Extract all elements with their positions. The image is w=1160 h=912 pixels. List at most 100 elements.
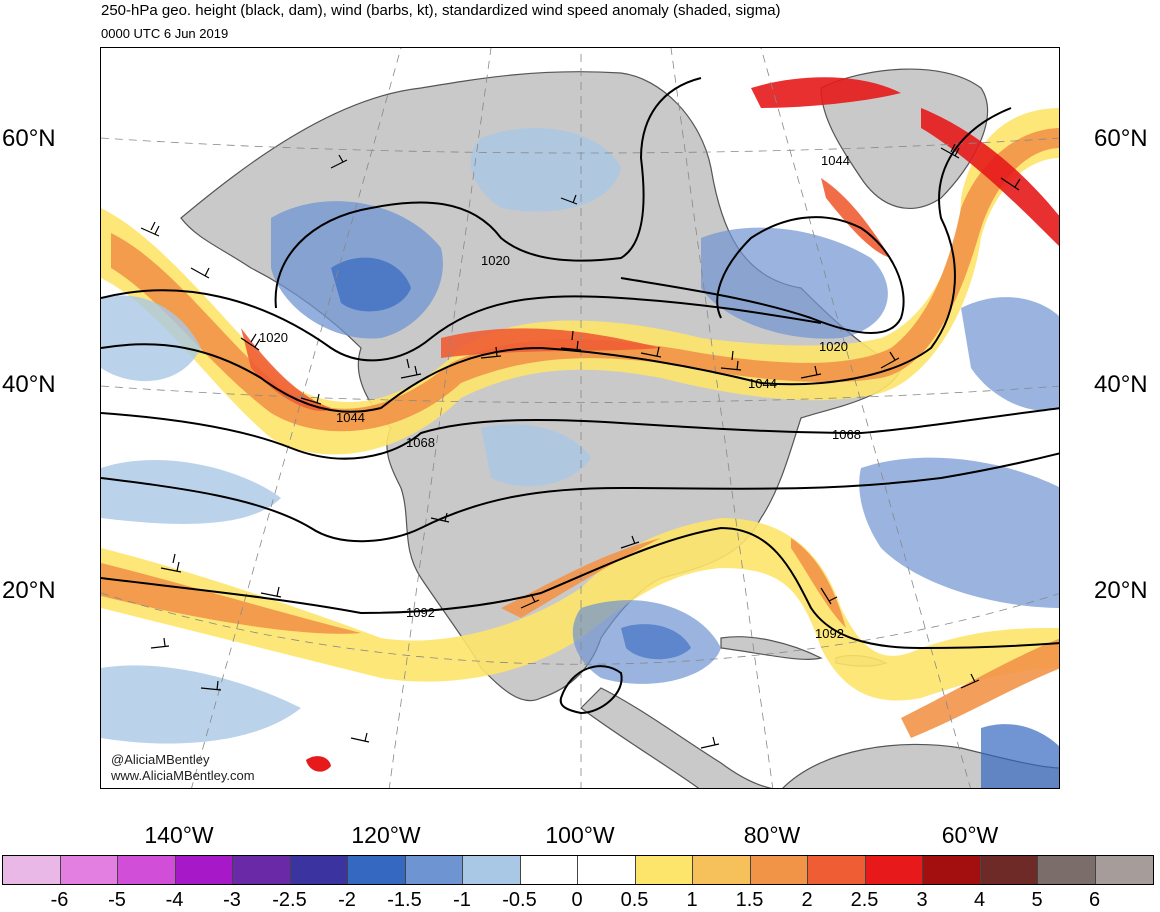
lat-label-left-60: 60°N <box>2 125 56 152</box>
wind-barb <box>160 553 182 573</box>
wind-barb <box>480 346 502 359</box>
wind-barb <box>430 512 450 523</box>
neg-anom-7 <box>101 295 201 382</box>
contour-labels-layer: 1020 1020 1020 1044 1044 1044 1068 1068 … <box>259 153 861 641</box>
contour-layer <box>101 77 1059 715</box>
colorbar-tick-label: 2.5 <box>850 889 879 911</box>
lat-line-40 <box>101 385 1059 403</box>
subtropical-jet-orange <box>101 563 361 634</box>
colorbar-box <box>750 856 808 884</box>
colorbar-tick-label: -3 <box>223 889 241 911</box>
colorbar-box <box>578 856 636 884</box>
lon-label-140w: 140°W <box>144 822 214 848</box>
central-america-land <box>580 687 773 788</box>
neg-anom-8 <box>101 459 281 524</box>
contour-label: 1092 <box>815 626 844 641</box>
wind-barb <box>800 365 822 379</box>
lat-label-right-60: 60°N <box>1094 125 1148 152</box>
wind-barb <box>300 393 322 405</box>
contour-label: 1044 <box>748 376 777 391</box>
wind-barb <box>560 194 578 205</box>
colorbar-box <box>60 856 118 884</box>
watermark-handle: @AliciaMBentley <box>111 752 210 767</box>
chart-subtitle: 0000 UTC 6 Jun 2019 <box>101 26 229 41</box>
colorbar-tick-label: 1.5 <box>735 889 764 911</box>
contour-line-1020-east <box>620 216 905 334</box>
negative-anomaly-layer <box>101 128 1059 788</box>
contour-label: 1092 <box>406 605 435 620</box>
colorbar-tick-label: -2 <box>338 889 356 911</box>
colorbar-tick-label: 0 <box>571 889 583 911</box>
colorbar-box <box>693 856 751 884</box>
contour-line-1068 <box>101 407 1059 460</box>
wind-barb <box>200 680 222 691</box>
colorbar-tick-label: 1 <box>686 889 698 911</box>
contour-line-1020-west <box>274 77 702 309</box>
graticule-layer <box>101 48 1059 788</box>
colorbar-tick-label: -0.5 <box>502 889 537 911</box>
colorbar-box <box>3 856 61 884</box>
contour-label: 1020 <box>481 253 510 268</box>
colorbar <box>2 855 1154 885</box>
wind-barb <box>820 587 838 605</box>
colorbar-box <box>463 856 521 884</box>
neg-anom-13 <box>481 424 591 487</box>
pacific-max-red <box>306 756 331 772</box>
wind-barb <box>520 593 540 609</box>
neg-anom-6 <box>621 624 691 660</box>
wind-barb <box>140 221 160 237</box>
colorbar-box <box>118 856 176 884</box>
lat-label-left-20: 20°N <box>2 577 56 604</box>
map-panel: 1020 1020 1020 1044 1044 1044 1068 1068 … <box>100 47 1060 789</box>
colorbar-box <box>405 856 463 884</box>
atlantic-jet-orange <box>901 638 1059 738</box>
lon-label-120w: 120°W <box>351 822 421 848</box>
wind-barb <box>260 586 282 598</box>
colorbar-box <box>980 856 1038 884</box>
cuba-land <box>720 636 823 660</box>
contour-line-gulf <box>559 665 623 715</box>
colorbar-box <box>1095 856 1153 884</box>
neg-anom-11 <box>961 297 1059 411</box>
colorbar-box <box>175 856 233 884</box>
colorbar-box <box>865 856 923 884</box>
caribbean-jet-orange <box>791 538 846 628</box>
contour-label: 1020 <box>819 339 848 354</box>
positive-anomaly-layer <box>101 77 1059 772</box>
colorbar-box <box>808 856 866 884</box>
colorbar-tick-label: -1.5 <box>387 889 422 911</box>
lat-label-left-40: 40°N <box>2 371 56 398</box>
colorbar-tick-label: 3 <box>916 889 928 911</box>
subtropical-jet-yellow <box>101 518 1059 701</box>
colorbar-box <box>1038 856 1096 884</box>
colorbar-tick-label: -5 <box>108 889 126 911</box>
neg-anom-12 <box>981 724 1059 788</box>
chart-title: 250-hPa geo. height (black, dam), wind (… <box>101 2 781 19</box>
colorbar-box <box>233 856 291 884</box>
wind-barb <box>1000 177 1021 191</box>
wind-barb <box>880 351 900 369</box>
contour-label: 1044 <box>821 153 850 168</box>
contour-label: 1068 <box>406 435 435 450</box>
wind-barb <box>330 154 348 169</box>
lon-label-60w: 60°W <box>941 822 999 848</box>
colorbar-tick-label: -6 <box>50 889 69 911</box>
contour-line-1092 <box>101 526 1059 650</box>
wind-barb <box>560 330 582 351</box>
colorbar-box <box>348 856 406 884</box>
watermark-url: www.AliciaMBentley.com <box>111 768 255 783</box>
contour-line-lower <box>101 452 1059 543</box>
wind-barbs-layer <box>140 143 1021 749</box>
lat-label-right-40: 40°N <box>1094 371 1148 398</box>
contour-line-upper <box>101 289 822 362</box>
colorbar-box <box>923 856 981 884</box>
greenland-jet-red-2 <box>921 108 1059 247</box>
wind-barb <box>400 358 422 379</box>
colorbar-tick-label: -4 <box>165 889 184 911</box>
contour-label: 1020 <box>259 330 288 345</box>
colorbar-box <box>290 856 348 884</box>
colorbar-tick-label: 5 <box>1031 889 1043 911</box>
wind-barb <box>960 673 980 689</box>
colorbar-tick-label: 2 <box>801 889 813 911</box>
contour-line-1044 <box>101 107 1012 413</box>
